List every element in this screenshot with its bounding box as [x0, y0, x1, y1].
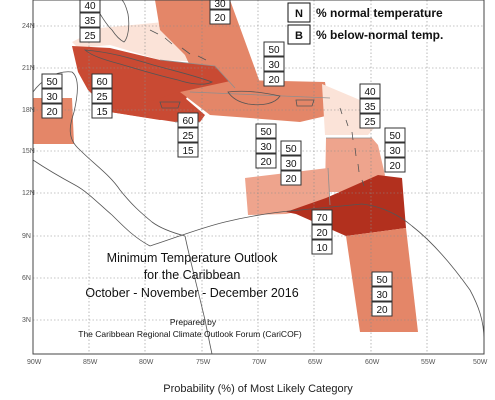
legend-key-below: B	[287, 24, 311, 45]
prob-box-leeward: 40 35 25	[359, 83, 381, 129]
prob-above: 50	[260, 127, 272, 138]
map-frame	[32, 0, 485, 355]
prob-normal: 30	[268, 60, 280, 71]
prob-box-northern-antilles: 50 30 20	[263, 41, 285, 87]
zone-windward	[325, 138, 385, 192]
prob-below: 15	[182, 146, 194, 157]
title-line-2: for the Caribbean	[144, 268, 241, 282]
legend-key-letter: B	[295, 30, 303, 42]
prob-below: 20	[285, 174, 297, 185]
prob-above: 50	[285, 144, 297, 155]
title-line-1: Minimum Temperature Outlook	[107, 251, 278, 265]
prob-above: 70	[316, 213, 328, 224]
prob-normal: 30	[46, 92, 58, 103]
prob-normal: 25	[182, 131, 194, 142]
prob-normal: 20	[316, 228, 328, 239]
prob-box-windward: 50 30 20	[384, 127, 406, 173]
prob-normal: 30	[260, 142, 272, 153]
prob-below: 20	[46, 107, 58, 118]
lon-tick: 65W	[308, 359, 323, 366]
prob-box-bahamas: 40 35 25	[79, 0, 101, 43]
prob-below: 20	[260, 157, 272, 168]
prob-above: 50	[268, 45, 280, 56]
credit-line-2: The Caribbean Regional Climate Outlook F…	[78, 329, 302, 339]
zone-probability-boxes: 40 35 25 30 20 50 30 20 50 30 20 60 25 1…	[41, 0, 406, 317]
prob-above: 50	[389, 131, 401, 142]
zone-hispaniola	[180, 80, 330, 122]
coastlines	[32, 0, 485, 355]
lat-tick: 9N	[22, 233, 31, 240]
latitude-labels: 24N 21N 18N 15N 12N 9N 6N 3N	[22, 23, 35, 324]
prob-below: 20	[268, 75, 280, 86]
prob-below: 15	[96, 107, 108, 118]
prob-box-belize: 50 30 20	[41, 73, 63, 119]
prob-normal: 35	[364, 102, 376, 113]
prob-normal: 30	[376, 290, 388, 301]
prob-above: 60	[182, 116, 194, 127]
prob-box-southern-caribbean: 50 30 20	[280, 140, 302, 186]
legend-label-below: % below-normal temp.	[316, 28, 443, 42]
lon-tick: 55W	[421, 359, 436, 366]
credit: Prepared by The Caribbean Regional Clima…	[78, 317, 302, 339]
lat-tick: 3N	[22, 317, 31, 324]
prob-box-jamaica: 60 25 15	[177, 112, 199, 158]
lat-tick: 21N	[22, 65, 35, 72]
prob-normal: 25	[96, 92, 108, 103]
prob-box-hispaniola: 50 30 20	[255, 123, 277, 169]
prob-above: 40	[364, 87, 376, 98]
prob-below: 25	[364, 117, 376, 128]
title-line-3: October - November - December 2016	[85, 286, 298, 300]
lat-tick: 6N	[22, 275, 31, 282]
lat-tick: 15N	[22, 148, 35, 155]
prob-above: 60	[96, 77, 108, 88]
footer-caption: Probability (%) of Most Likely Category	[163, 383, 353, 395]
prob-normal: 30	[214, 0, 226, 10]
legend: N % normal temperature B % below-normal …	[287, 2, 443, 45]
legend-key-letter: N	[295, 8, 303, 20]
lon-tick: 50W	[473, 359, 488, 366]
zone-cuba	[72, 46, 235, 120]
prob-normal: 35	[84, 16, 96, 27]
zone-turks-caicos	[155, 0, 262, 88]
lon-tick: 70W	[252, 359, 267, 366]
legend-key-normal: N	[287, 2, 311, 23]
prob-box-cuba: 60 25 15	[91, 73, 113, 119]
lat-tick: 18N	[22, 107, 35, 114]
zone-southern-caribbean	[245, 168, 330, 215]
legend-label-normal: % normal temperature	[316, 6, 443, 20]
lat-tick: 24N	[22, 23, 35, 30]
prob-normal: 30	[389, 146, 401, 157]
lon-tick: 60W	[365, 359, 380, 366]
prob-normal: 30	[285, 159, 297, 170]
prob-box-trinidad: 70 20 10	[311, 209, 333, 255]
prob-below: 20	[389, 161, 401, 172]
lon-tick: 85W	[83, 359, 98, 366]
prob-box-turks-caicos: 30 20	[209, 0, 231, 25]
lon-tick: 90W	[27, 359, 42, 366]
prob-above: 40	[84, 1, 96, 12]
credit-line-1: Prepared by	[170, 317, 217, 327]
prob-above: 50	[46, 77, 58, 88]
map-title: Minimum Temperature Outlook for the Cari…	[85, 251, 298, 300]
lon-tick: 80W	[139, 359, 154, 366]
lat-tick: 12N	[22, 190, 35, 197]
prob-below: 20	[214, 13, 226, 24]
longitude-labels: 90W 85W 80W 75W 70W 65W 60W 55W 50W	[27, 359, 488, 366]
prob-below: 25	[84, 31, 96, 42]
prob-below: 10	[316, 243, 328, 254]
prob-below: 20	[376, 305, 388, 316]
prob-above: 50	[376, 275, 388, 286]
lon-tick: 75W	[196, 359, 211, 366]
prob-box-guianas: 50 30 20	[371, 271, 393, 317]
